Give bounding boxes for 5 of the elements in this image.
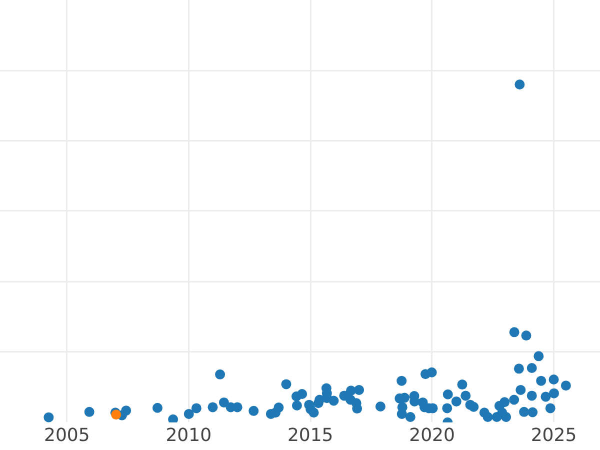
x-tick-label: 2010 [166, 424, 212, 446]
x-tick-label: 2015 [287, 424, 334, 446]
x-tick-label: 2005 [44, 424, 90, 446]
x-tick-label: 2025 [530, 424, 577, 446]
x-tick-label: 2020 [409, 424, 455, 446]
